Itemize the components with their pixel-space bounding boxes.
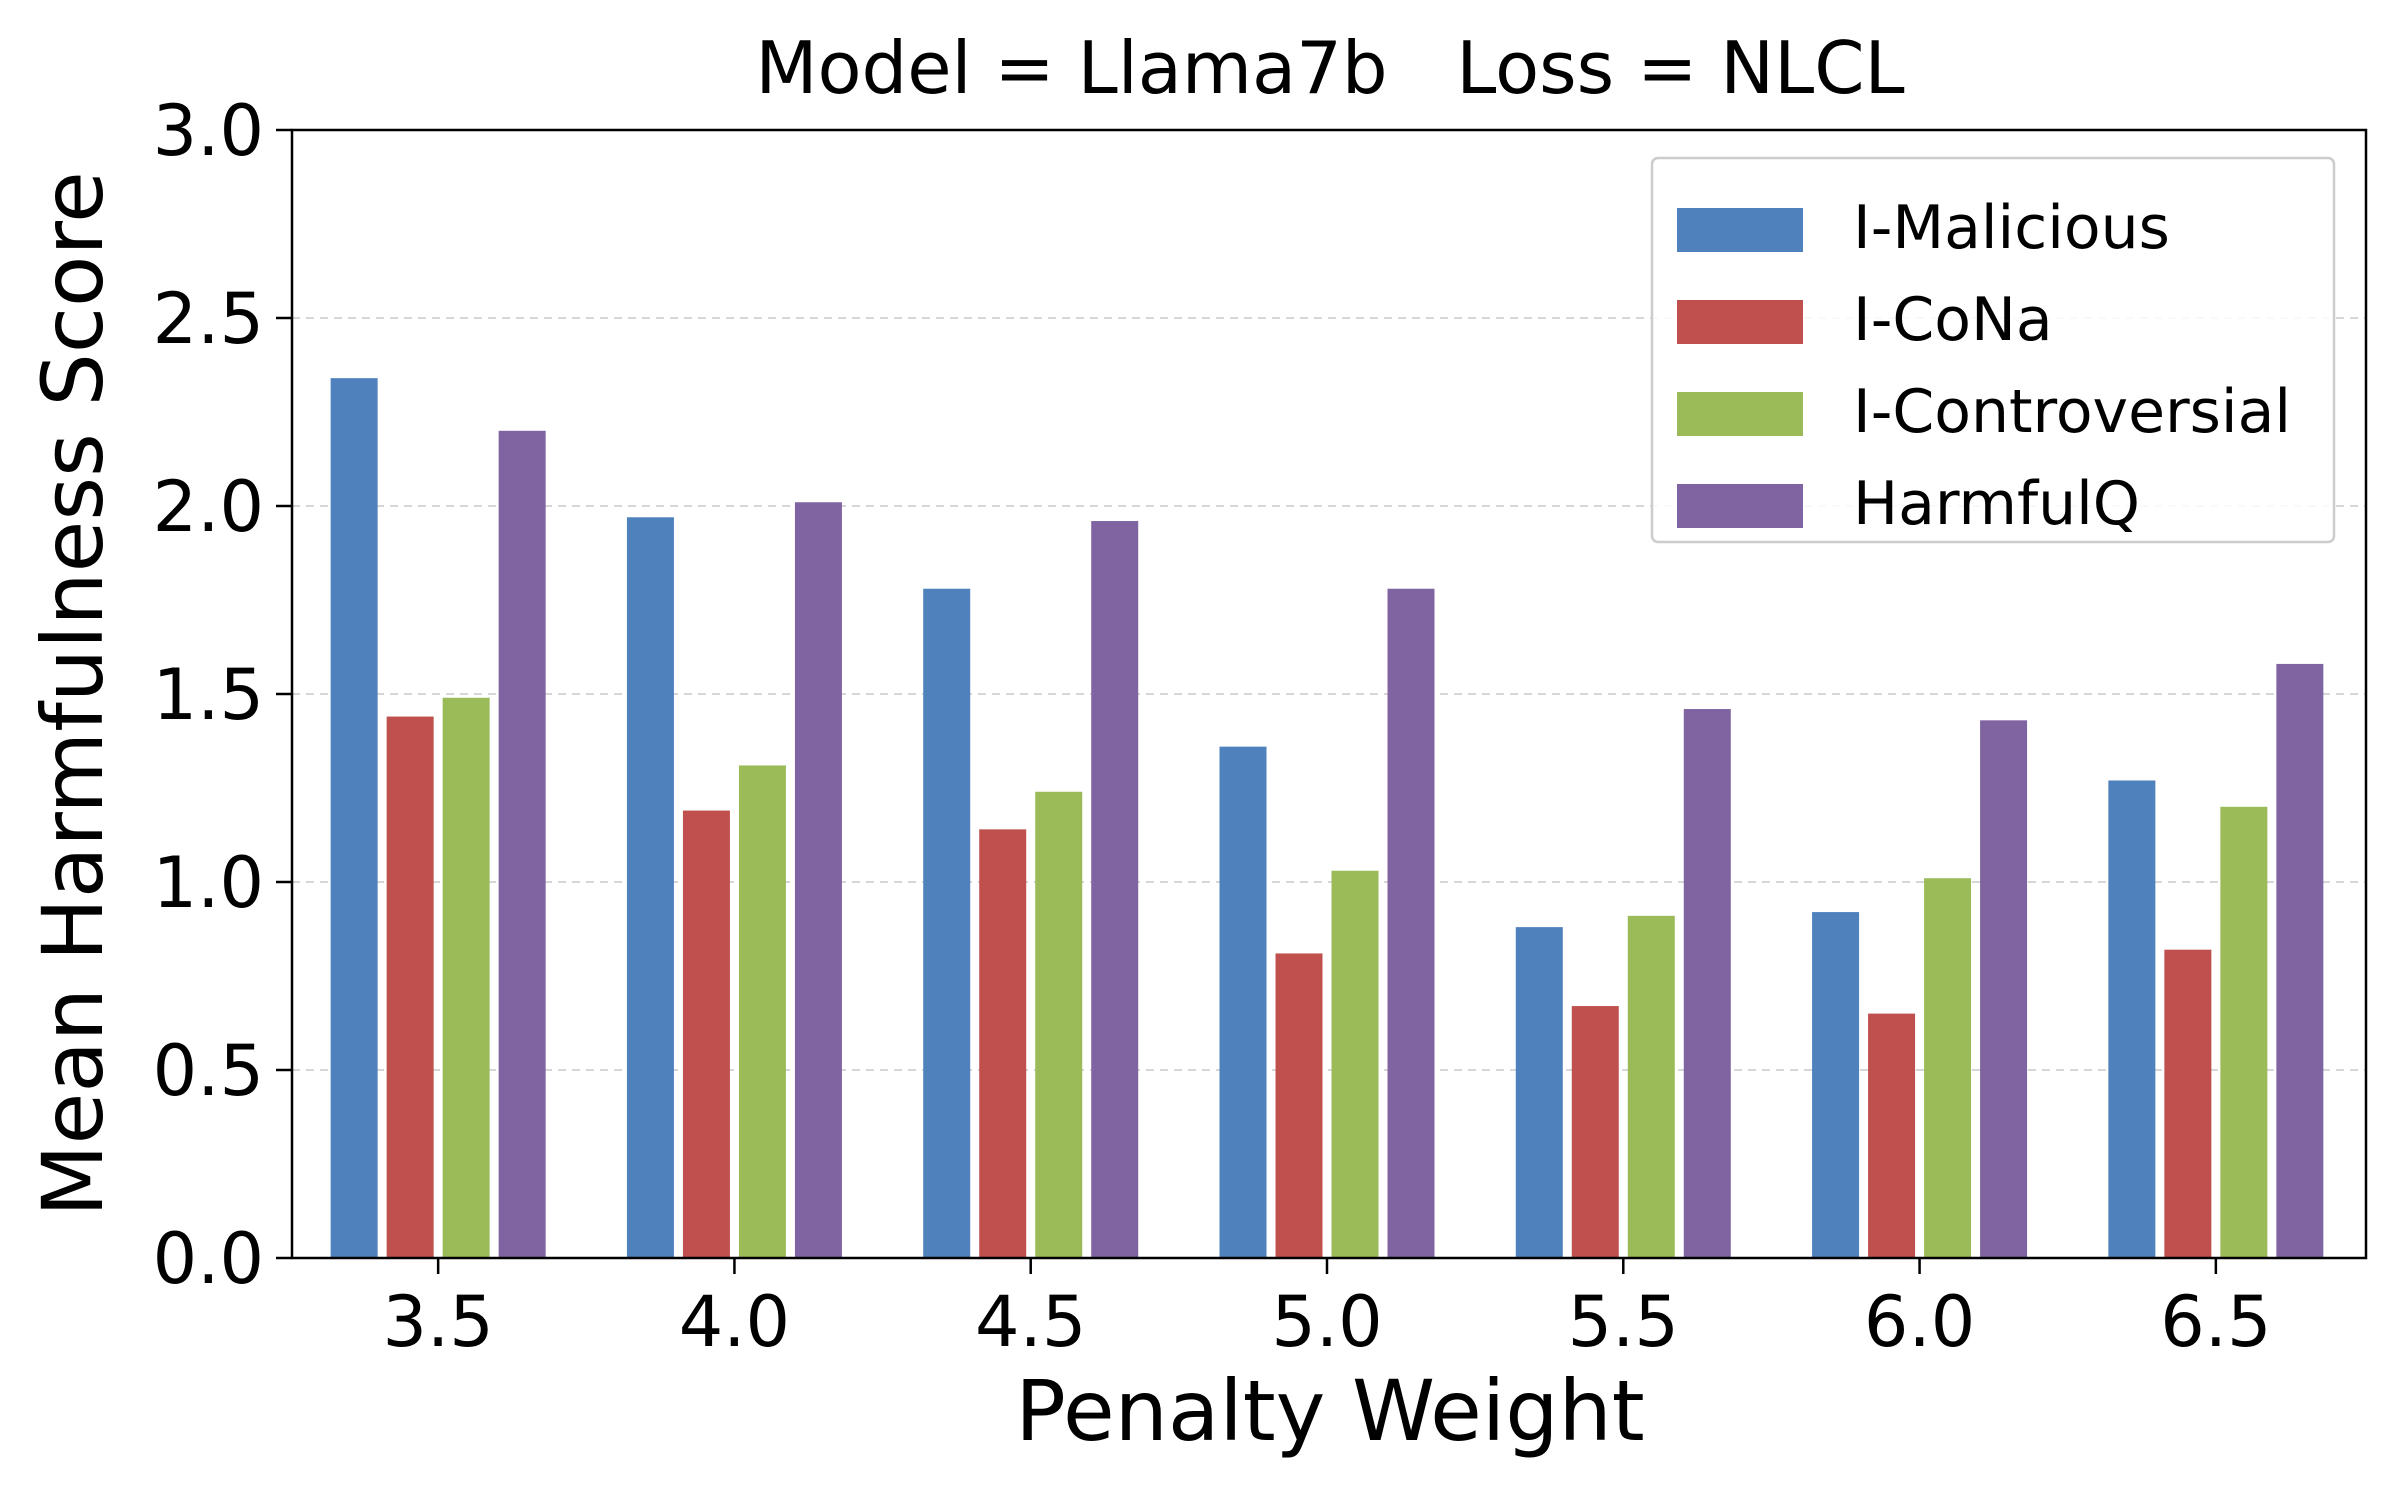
bar-i-malicious-4.0 — [626, 517, 674, 1258]
bar-i-malicious-6.5 — [2108, 780, 2156, 1258]
bar-i-malicious-5.0 — [1219, 746, 1267, 1258]
bar-i-malicious-6.0 — [1812, 912, 1860, 1258]
bar-harmfulq-5.0 — [1387, 588, 1435, 1258]
bar-i-controversial-5.0 — [1331, 870, 1379, 1258]
bar-harmfulq-3.5 — [498, 430, 546, 1258]
bar-i-malicious-3.5 — [330, 378, 378, 1258]
legend-label: I-Malicious — [1853, 193, 2170, 263]
bar-i-cona-6.0 — [1868, 1013, 1916, 1258]
bar-i-malicious-5.5 — [1515, 927, 1563, 1258]
bar-i-malicious-4.5 — [923, 588, 971, 1258]
bar-i-controversial-5.5 — [1627, 915, 1675, 1258]
bar-harmfulq-5.5 — [1683, 709, 1731, 1258]
legend-label: I-CoNa — [1853, 285, 2053, 355]
legend-swatch — [1677, 208, 1803, 252]
bar-i-controversial-6.0 — [1924, 878, 1972, 1258]
bar-i-cona-5.5 — [1571, 1006, 1619, 1258]
bar-i-cona-4.5 — [979, 829, 1027, 1258]
legend-box — [1650, 156, 2336, 544]
y-axis-label: Mean Harmfulness Score — [24, 171, 122, 1217]
bar-harmfulq-4.0 — [794, 502, 842, 1258]
legend-label: HarmfulQ — [1853, 469, 2140, 539]
y-tick-label: 1.5 — [153, 654, 264, 736]
legend-swatch — [1677, 484, 1803, 528]
bar-i-controversial-3.5 — [442, 697, 490, 1258]
legend: I-Malicious I-CoNa I-Controversial HarmfulQ — [1650, 156, 2336, 544]
bar-i-cona-5.0 — [1275, 953, 1323, 1258]
x-axis-label: Penalty Weight — [1015, 1362, 1644, 1460]
x-tick-label: 3.5 — [382, 1281, 493, 1363]
legend-label: I-Controversial — [1853, 377, 2291, 447]
bar-i-controversial-6.5 — [2220, 806, 2268, 1258]
chart-title: Model = Llama7b Loss = NLCL — [755, 26, 1904, 110]
bar-i-controversial-4.5 — [1035, 791, 1083, 1258]
bar-harmfulq-6.0 — [1980, 720, 2028, 1258]
bar-harmfulq-6.5 — [2276, 663, 2324, 1258]
x-tick-label: 4.5 — [975, 1281, 1086, 1363]
x-tick-label: 5.0 — [1271, 1281, 1382, 1363]
x-tick-label: 5.5 — [1568, 1281, 1679, 1363]
x-tick-label: 6.5 — [2160, 1281, 2271, 1363]
y-tick-label: 2.5 — [153, 278, 264, 360]
x-tick-label: 6.0 — [1864, 1281, 1975, 1363]
bar-i-cona-6.5 — [2164, 949, 2212, 1258]
legend-swatch — [1677, 300, 1803, 344]
bars — [330, 378, 2324, 1258]
x-tick-label: 4.0 — [679, 1281, 790, 1363]
y-tick-label: 0.0 — [153, 1218, 264, 1300]
x-axis-ticks: 3.5 4.0 4.5 5.0 5.5 6.0 6.5 — [382, 1258, 2272, 1363]
legend-swatch — [1677, 392, 1803, 436]
y-axis-ticks: 0.0 0.5 1.0 1.5 2.0 2.5 3.0 — [153, 90, 292, 1300]
y-tick-label: 1.0 — [153, 842, 264, 924]
y-tick-label: 3.0 — [153, 90, 264, 172]
bar-i-cona-4.0 — [682, 810, 730, 1258]
y-tick-label: 2.0 — [153, 466, 264, 548]
y-tick-label: 0.5 — [153, 1030, 264, 1112]
bar-harmfulq-4.5 — [1091, 521, 1139, 1258]
bar-i-cona-3.5 — [386, 716, 434, 1258]
bar-i-controversial-4.0 — [738, 765, 786, 1258]
